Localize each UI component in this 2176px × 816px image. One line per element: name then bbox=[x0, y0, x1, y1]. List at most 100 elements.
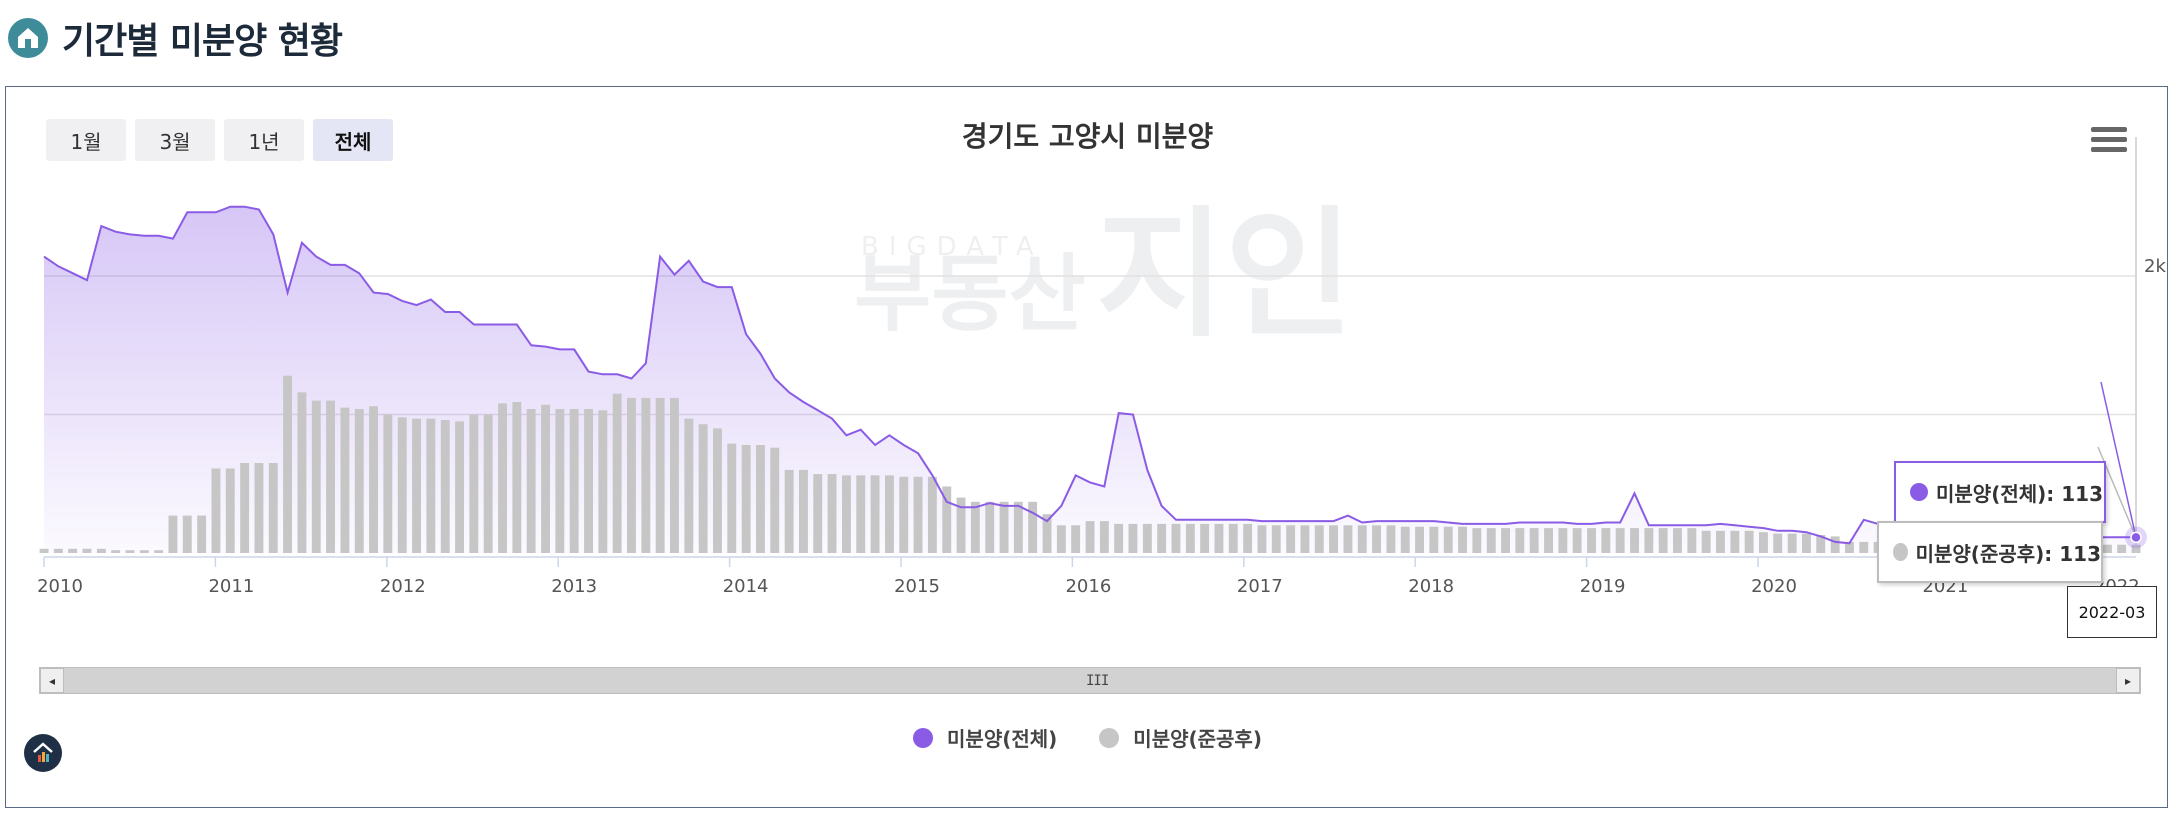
bar-completed[interactable] bbox=[1859, 541, 1869, 553]
bar-completed[interactable] bbox=[885, 475, 894, 553]
bar-completed[interactable] bbox=[1157, 523, 1167, 553]
bar-completed[interactable] bbox=[1114, 523, 1124, 553]
menu-icon[interactable] bbox=[2091, 127, 2127, 157]
bar-completed[interactable] bbox=[82, 548, 92, 553]
bar-completed[interactable] bbox=[1587, 528, 1596, 553]
bar-completed[interactable] bbox=[225, 468, 235, 554]
bar-completed[interactable] bbox=[842, 475, 851, 553]
bar-completed[interactable] bbox=[913, 476, 923, 553]
bar-completed[interactable] bbox=[1200, 523, 1210, 553]
bar-completed[interactable] bbox=[1056, 525, 1066, 553]
bar-completed[interactable] bbox=[1400, 526, 1410, 553]
bar-completed[interactable] bbox=[1501, 528, 1510, 553]
bar-completed[interactable] bbox=[1615, 528, 1625, 553]
range-button-all[interactable]: 전체 bbox=[313, 119, 393, 161]
bar-completed[interactable] bbox=[770, 447, 780, 553]
bar-completed[interactable] bbox=[985, 501, 995, 553]
bar-completed[interactable] bbox=[397, 417, 407, 553]
bar-completed[interactable] bbox=[326, 400, 335, 553]
bar-completed[interactable] bbox=[311, 400, 321, 553]
bar-completed[interactable] bbox=[369, 406, 378, 553]
bar-completed[interactable] bbox=[1357, 525, 1367, 553]
bar-completed[interactable] bbox=[1028, 501, 1038, 553]
bar-completed[interactable] bbox=[1759, 532, 1768, 553]
bar-completed[interactable] bbox=[1214, 523, 1224, 553]
bar-completed[interactable] bbox=[1701, 530, 1711, 553]
bar-completed[interactable] bbox=[211, 468, 221, 554]
bar-completed[interactable] bbox=[1630, 528, 1639, 553]
bar-completed[interactable] bbox=[168, 515, 178, 553]
bar-completed[interactable] bbox=[1128, 523, 1138, 553]
bar-completed[interactable] bbox=[756, 445, 765, 553]
bar-completed[interactable] bbox=[340, 407, 350, 553]
navigator-scrollbar[interactable]: ◂ III ▸ bbox=[39, 667, 2141, 694]
range-button-1y[interactable]: 1년 bbox=[224, 119, 304, 161]
bar-completed[interactable] bbox=[1716, 530, 1725, 553]
bar-completed[interactable] bbox=[1845, 541, 1854, 553]
bar-completed[interactable] bbox=[139, 550, 149, 553]
legend-item-total[interactable]: 미분양(전체) bbox=[913, 723, 1057, 752]
bar-completed[interactable] bbox=[182, 515, 192, 553]
bar-completed[interactable] bbox=[999, 501, 1009, 553]
bar-completed[interactable] bbox=[1773, 533, 1783, 553]
bar-completed[interactable] bbox=[440, 420, 450, 553]
bar-completed[interactable] bbox=[1372, 525, 1381, 553]
bar-completed[interactable] bbox=[1787, 533, 1797, 553]
bar-completed[interactable] bbox=[1687, 528, 1697, 553]
bar-completed[interactable] bbox=[1085, 521, 1095, 553]
bar-completed[interactable] bbox=[455, 421, 464, 553]
logo-icon[interactable] bbox=[24, 734, 62, 772]
bar-completed[interactable] bbox=[612, 393, 622, 553]
bar-completed[interactable] bbox=[1529, 528, 1539, 553]
bar-completed[interactable] bbox=[1386, 525, 1396, 553]
bar-completed[interactable] bbox=[53, 548, 63, 553]
bar-completed[interactable] bbox=[1329, 525, 1338, 553]
bar-completed[interactable] bbox=[125, 550, 135, 553]
bar-completed[interactable] bbox=[1257, 525, 1267, 553]
bar-completed[interactable] bbox=[96, 548, 106, 553]
bar-completed[interactable] bbox=[1013, 501, 1023, 553]
bar-completed[interactable] bbox=[426, 418, 436, 553]
bar-completed[interactable] bbox=[1171, 523, 1181, 553]
bar-completed[interactable] bbox=[956, 497, 966, 553]
bar-completed[interactable] bbox=[942, 486, 952, 554]
bar-completed[interactable] bbox=[1458, 526, 1467, 553]
bar-completed[interactable] bbox=[383, 414, 393, 554]
bar-completed[interactable] bbox=[1286, 525, 1296, 553]
bar-completed[interactable] bbox=[1300, 525, 1310, 553]
bar-completed[interactable] bbox=[1415, 526, 1424, 553]
bar-completed[interactable] bbox=[856, 475, 866, 553]
bar-completed[interactable] bbox=[1185, 523, 1195, 553]
bar-completed[interactable] bbox=[670, 397, 679, 553]
bar-completed[interactable] bbox=[569, 409, 579, 553]
bar-completed[interactable] bbox=[469, 414, 479, 554]
scroll-right-button[interactable]: ▸ bbox=[2116, 668, 2140, 693]
bar-completed[interactable] bbox=[1572, 528, 1582, 553]
bar-completed[interactable] bbox=[1544, 528, 1553, 553]
bar-completed[interactable] bbox=[1071, 525, 1081, 553]
bar-completed[interactable] bbox=[2102, 544, 2112, 553]
bar-completed[interactable] bbox=[899, 476, 909, 553]
bar-completed[interactable] bbox=[483, 414, 493, 554]
bar-completed[interactable] bbox=[498, 403, 507, 553]
bar-completed[interactable] bbox=[154, 550, 164, 553]
bar-completed[interactable] bbox=[1816, 535, 1826, 553]
bar-completed[interactable] bbox=[641, 397, 651, 553]
bar-completed[interactable] bbox=[240, 463, 250, 553]
bar-completed[interactable] bbox=[1558, 528, 1568, 553]
bar-completed[interactable] bbox=[584, 409, 593, 553]
bar-completed[interactable] bbox=[870, 475, 880, 553]
bar-completed[interactable] bbox=[727, 443, 737, 553]
bar-completed[interactable] bbox=[813, 474, 823, 553]
bar-completed[interactable] bbox=[283, 375, 292, 553]
bar-completed[interactable] bbox=[1443, 526, 1453, 553]
bar-completed[interactable] bbox=[1243, 523, 1253, 553]
bar-completed[interactable] bbox=[970, 501, 980, 553]
bar-completed[interactable] bbox=[526, 409, 536, 553]
bar-completed[interactable] bbox=[799, 469, 808, 553]
scrollbar-grip[interactable]: III bbox=[1086, 673, 1109, 689]
hover-point[interactable] bbox=[2130, 531, 2142, 544]
legend-item-completed[interactable]: 미분양(준공후) bbox=[1099, 723, 1262, 752]
bar-completed[interactable] bbox=[598, 410, 608, 553]
bar-completed[interactable] bbox=[684, 418, 694, 553]
